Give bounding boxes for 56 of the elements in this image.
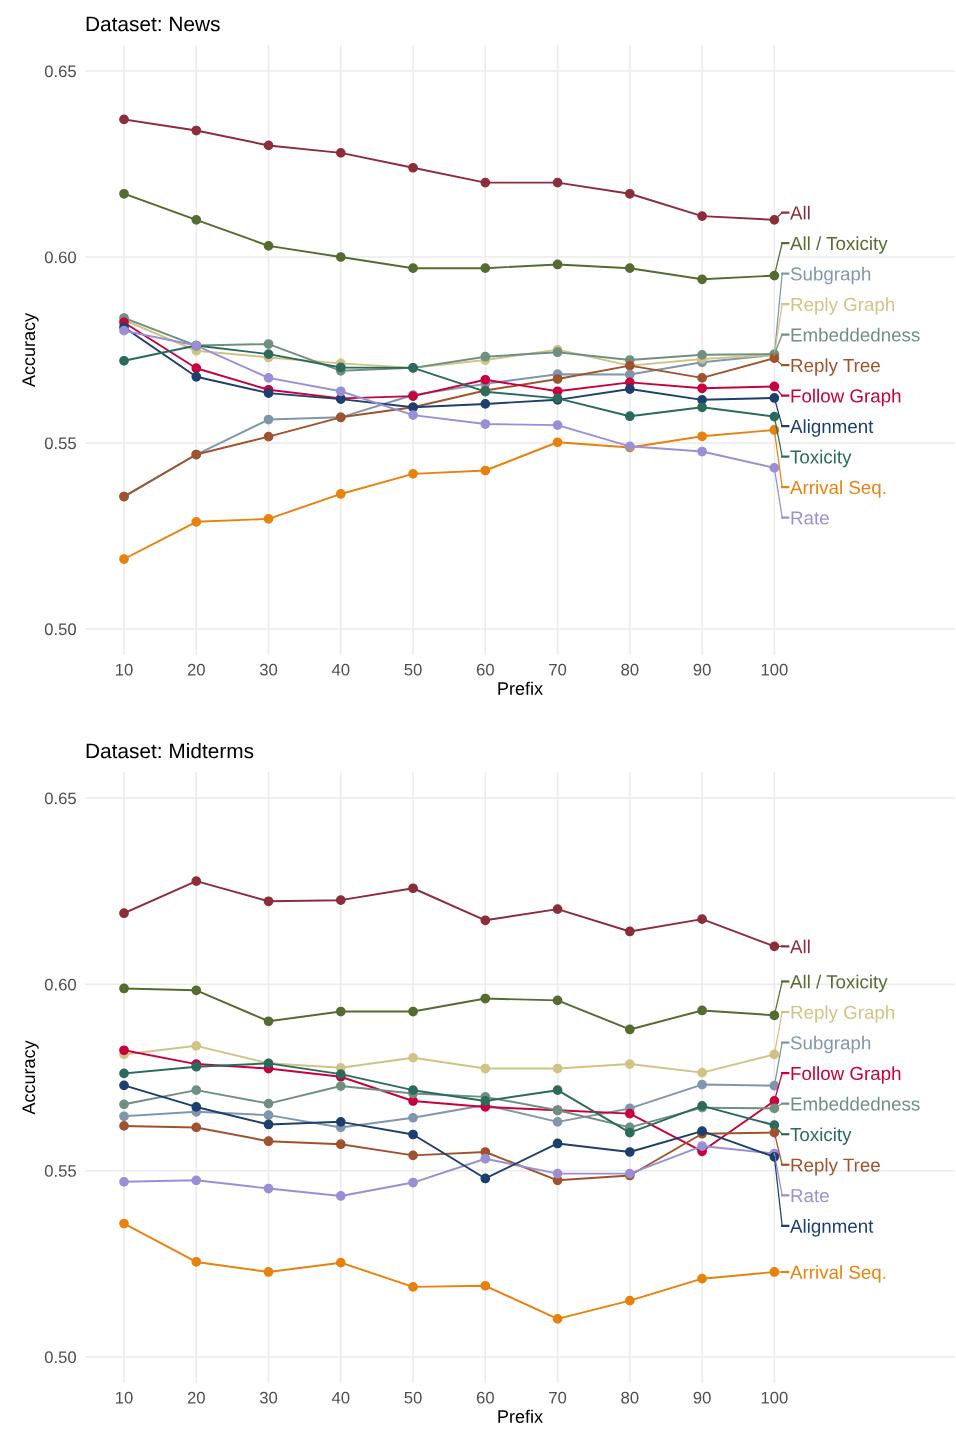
legend-label: All / Toxicity (790, 236, 888, 254)
legend-label: Toxicity (790, 449, 852, 468)
legend-label: Embeddedness (791, 327, 920, 342)
legend-label: Subgraph (790, 266, 871, 285)
legend-label: All / Toxicity (790, 974, 888, 993)
y-tick-label: 0.65 (44, 792, 76, 805)
legend-label: Rate (791, 1189, 829, 1203)
legend-label: Arrival Seq. (790, 1265, 886, 1283)
x-tick-label: 80 (621, 1391, 639, 1404)
x-tick-label: 10 (116, 663, 133, 676)
legend-label: Reply Graph (791, 1005, 895, 1023)
x-tick-label: 70 (549, 663, 567, 676)
legend-label: Arrival Seq. (790, 480, 886, 498)
legend-label: Alignment (790, 419, 874, 437)
legend-label: Subgraph (790, 1035, 871, 1054)
x-tick-label: 90 (693, 1391, 711, 1404)
x-tick-label: 10 (116, 1391, 133, 1404)
legend-label: Reply Graph (791, 297, 895, 315)
x-axis-title: Prefix (498, 1409, 543, 1423)
y-axis-title: Accuracy (22, 1040, 39, 1115)
x-tick-label: 40 (331, 1391, 350, 1404)
x-tick-label: 30 (259, 663, 278, 676)
legend-label: Toxicity (790, 1127, 852, 1145)
legend-label: All (790, 205, 810, 220)
y-tick-label: 0.65 (44, 65, 76, 78)
y-tick-label: 0.50 (44, 1351, 77, 1364)
y-tick-label: 0.60 (44, 251, 77, 264)
x-tick-label: 60 (476, 663, 494, 676)
legend-label: Reply Tree (791, 1157, 880, 1176)
x-tick-label: 30 (259, 1391, 278, 1404)
x-tick-label: 50 (404, 1391, 422, 1404)
legend-label: Embeddedness (791, 1096, 920, 1111)
y-tick-label: 0.50 (44, 623, 77, 636)
legend-label: Follow Graph (791, 1066, 901, 1084)
x-tick-label: 50 (404, 663, 422, 676)
y-tick-label: 0.55 (44, 1165, 76, 1177)
legend-label: Reply Tree (791, 358, 880, 376)
y-tick-label: 0.60 (44, 978, 77, 991)
x-tick-label: 100 (761, 663, 788, 676)
legend-label: Follow Graph (791, 388, 901, 407)
chart-title: Dataset: News (86, 16, 220, 32)
legend-label: All (790, 939, 810, 954)
legend-label: Alignment (790, 1219, 874, 1237)
x-axis-title: Prefix (498, 681, 543, 695)
x-tick-label: 80 (621, 663, 639, 676)
x-tick-label: 100 (761, 1391, 788, 1404)
y-tick-label: 0.55 (44, 437, 76, 450)
legend-label: Rate (791, 511, 829, 525)
x-tick-label: 40 (331, 663, 350, 676)
y-axis-title: Accuracy (22, 312, 39, 388)
x-tick-label: 70 (549, 1391, 567, 1404)
chart-title: Dataset: Midterms (86, 743, 254, 759)
x-tick-label: 20 (187, 663, 205, 676)
x-tick-label: 90 (693, 663, 711, 676)
x-tick-label: 20 (187, 1391, 205, 1404)
x-tick-label: 60 (476, 1391, 494, 1404)
